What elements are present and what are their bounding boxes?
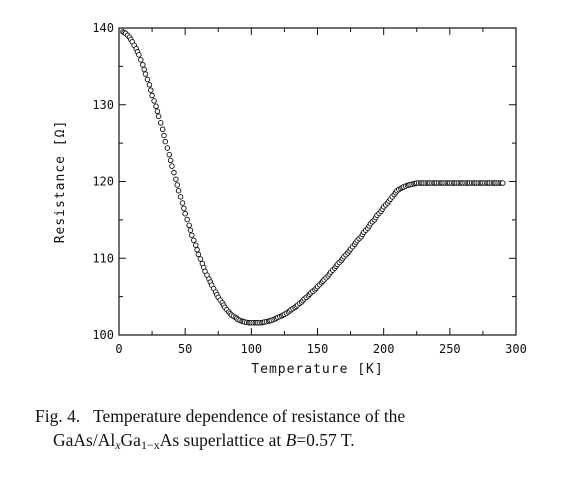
- x-tick-label: 0: [115, 342, 122, 356]
- y-tick-label: 130: [92, 98, 114, 112]
- caption-part-gaas: GaAs/Al: [53, 430, 116, 450]
- caption-var-b: B: [285, 430, 297, 450]
- data-point: [166, 151, 173, 158]
- data-point: [159, 126, 166, 133]
- data-point: [194, 247, 200, 253]
- data-point: [164, 145, 171, 151]
- caption-sub-x: x: [115, 438, 121, 452]
- data-point: [174, 182, 180, 188]
- data-point: [151, 98, 157, 104]
- x-tick-label: 150: [307, 342, 329, 356]
- y-tick-label: 100: [92, 328, 114, 342]
- data-point: [197, 256, 204, 262]
- figure-label: Fig. 4.: [35, 406, 81, 426]
- data-point: [169, 163, 175, 169]
- data-point: [179, 200, 186, 206]
- x-tick-label: 50: [178, 342, 192, 356]
- data-point: [154, 108, 161, 115]
- data-point: [187, 227, 194, 233]
- data-point: [189, 232, 195, 238]
- data-point: [138, 57, 144, 63]
- x-tick-labels: 0 50 100 150 200 250 300: [115, 342, 526, 356]
- caption-line-1: Temperature dependence of resistance of …: [93, 406, 406, 426]
- tick-marks: [118, 27, 517, 336]
- x-tick-label: 200: [373, 342, 395, 356]
- data-point: [141, 66, 147, 73]
- y-tick-label: 120: [92, 175, 114, 189]
- caption-sub-1mx: 1−x: [140, 438, 160, 452]
- x-tick-label: 300: [505, 342, 527, 356]
- data-point: [144, 76, 151, 83]
- caption-part-as: As superlattice at: [159, 430, 286, 450]
- data-point: [140, 62, 146, 68]
- data-point: [171, 169, 177, 176]
- caption-part-ga: Ga: [120, 430, 141, 450]
- data-point: [146, 82, 153, 88]
- y-tick-labels: 100 110 120 130 140: [92, 21, 114, 342]
- data-points: [120, 29, 506, 326]
- caption-part-field: =0.57 T.: [296, 430, 355, 450]
- y-tick-label: 140: [92, 21, 114, 35]
- data-point: [191, 237, 197, 243]
- data-point: [162, 138, 169, 145]
- data-point: [175, 187, 182, 194]
- caption-line-2: GaAs/AlxGa1−xAs superlattice at B=0.57 T…: [35, 428, 545, 457]
- data-point: [153, 103, 159, 110]
- data-point: [157, 120, 164, 126]
- x-axis-label: Temperature [K]: [251, 362, 383, 377]
- data-point: [173, 176, 179, 182]
- data-point: [500, 180, 506, 186]
- data-point: [195, 251, 202, 258]
- data-point: [184, 216, 190, 223]
- data-point: [149, 92, 155, 99]
- data-point: [148, 87, 154, 93]
- data-point: [167, 157, 174, 164]
- data-point: [177, 194, 184, 200]
- data-point: [161, 132, 167, 139]
- y-tick-label: 110: [92, 251, 114, 265]
- data-point: [181, 205, 187, 212]
- figure-caption: Fig. 4. Temperature dependence of resist…: [35, 404, 545, 457]
- data-point: [193, 242, 199, 248]
- x-tick-label: 250: [439, 342, 461, 356]
- y-axis-label: Resistance [Ω]: [53, 120, 68, 244]
- data-point: [142, 71, 149, 77]
- resistance-chart: 0 50 100 150 200 250 300 100 110 120 130 140 Tempe…: [53, 21, 527, 377]
- x-tick-label: 100: [240, 342, 262, 356]
- data-point: [155, 113, 162, 120]
- data-point: [182, 210, 188, 217]
- data-point: [136, 52, 142, 58]
- data-point: [186, 222, 192, 228]
